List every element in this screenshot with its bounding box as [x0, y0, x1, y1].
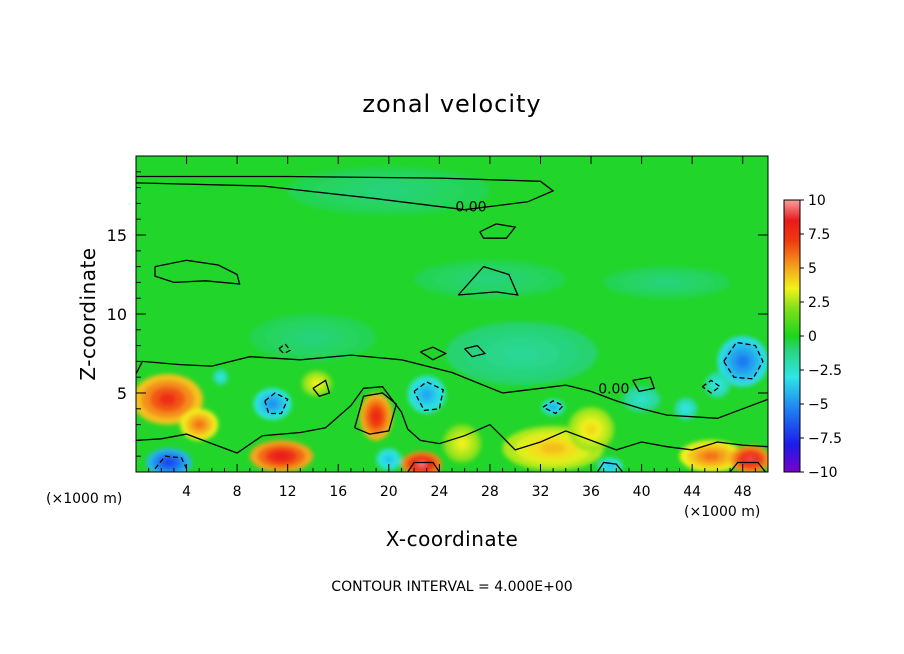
x-tick-label: 16 [329, 484, 347, 500]
contour-labels: 0.00 0.00 [455, 200, 629, 398]
field-blob [457, 438, 467, 449]
colorbar-ticks: 10 7.5 5 2.5 0 −2.5 −5 −7.5 −10 [800, 193, 842, 481]
field-blob [421, 389, 432, 400]
field-blob [372, 410, 381, 423]
colorbar-tick-label: −2.5 [808, 363, 842, 379]
field-blob [651, 278, 683, 287]
x-tick-label: 20 [380, 484, 398, 500]
contour-label: 0.00 [598, 381, 629, 397]
x-tick-label: 28 [481, 484, 499, 500]
contour-line-negative [278, 343, 292, 355]
field-blob [163, 458, 175, 467]
colorbar-tick-label: 10 [808, 193, 826, 209]
contour-line [729, 461, 767, 472]
field-blob [470, 274, 509, 284]
contour-line [407, 461, 440, 472]
contour-line [596, 461, 624, 472]
x-tick-label: 8 [233, 484, 242, 500]
field-blob [502, 345, 541, 362]
x-tick-label: 4 [182, 484, 191, 500]
x-unit-left: (×1000 m) [46, 491, 122, 507]
field-blob [194, 420, 204, 429]
y-tick-label: 5 [117, 384, 127, 403]
y-tick-label: 15 [107, 226, 127, 245]
y-tick-label: 10 [107, 305, 127, 324]
field-blob [297, 331, 329, 344]
contour-line [464, 344, 487, 358]
colorbar-tick-label: −7.5 [808, 431, 842, 447]
field-blob [636, 396, 647, 403]
x-axis: 4 8 12 16 20 24 28 32 36 40 44 48 [148, 156, 756, 500]
field-blob [606, 463, 614, 468]
contour-line-negative [723, 341, 764, 380]
colorbar-tick-label: −10 [808, 465, 838, 481]
field-blob [585, 423, 597, 435]
field-blob [218, 375, 223, 380]
contour-interval-text: CONTOUR INTERVAL = 4.000E+00 [331, 579, 572, 595]
field-blob [540, 442, 566, 454]
contour-label: 0.00 [455, 200, 486, 216]
contour-line [479, 223, 517, 239]
y-axis-label: Z-coordinate [76, 247, 100, 380]
contour-line-negative [413, 381, 444, 412]
contour-line [312, 379, 331, 397]
contour-line [136, 386, 768, 454]
colorbar-tick-label: 7.5 [808, 227, 830, 243]
colorbar-tick-label: 2.5 [808, 295, 830, 311]
field-blob [703, 452, 720, 461]
x-tick-label: 24 [430, 484, 448, 500]
contour-line [457, 265, 519, 296]
colorbar: 10 7.5 5 2.5 0 −2.5 −5 −7.5 −10 [783, 193, 842, 481]
x-tick-label: 40 [633, 484, 651, 500]
contour-line-negative [264, 392, 289, 415]
contour-line [136, 175, 555, 211]
contour-line [632, 376, 656, 393]
field-blob [682, 406, 689, 412]
contour-line [354, 392, 398, 435]
contour-line [420, 346, 448, 361]
field-blob [745, 455, 756, 463]
field-blob [273, 452, 290, 461]
contour-line [136, 354, 768, 419]
x-axis-label: X-coordinate [386, 527, 519, 551]
field-blob [736, 355, 750, 368]
contour-line-negative [701, 379, 722, 394]
field-blob [550, 405, 556, 410]
contour-line [154, 259, 241, 285]
x-tick-label: 36 [582, 484, 600, 500]
field-blob [385, 456, 392, 463]
field-blob [158, 393, 177, 406]
colorbar-tick-label: −5 [808, 397, 829, 413]
colorbar-ramp [783, 199, 801, 473]
contour-line-negative [154, 455, 188, 470]
colorbar-tick-label: 5 [808, 261, 817, 277]
x-tick-label: 48 [734, 484, 752, 500]
y-axis: 5 10 15 [107, 171, 768, 457]
plot-area: 0.00 0.00 [135, 155, 769, 473]
x-tick-label: 44 [683, 484, 701, 500]
x-unit-right: (×1000 m) [684, 504, 760, 520]
chart-title: zonal velocity [362, 90, 541, 118]
field-blob [363, 184, 415, 197]
x-tick-label: 32 [532, 484, 550, 500]
colorbar-tick-label: 0 [808, 329, 817, 345]
contour-lines [136, 175, 768, 472]
x-tick-label: 12 [279, 484, 297, 500]
field-blob [267, 400, 278, 409]
